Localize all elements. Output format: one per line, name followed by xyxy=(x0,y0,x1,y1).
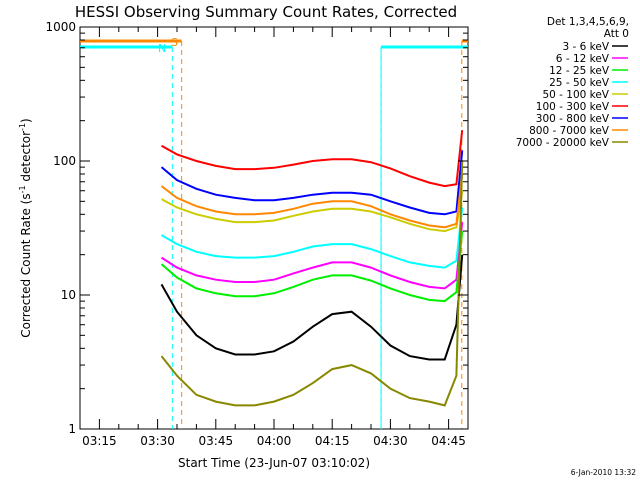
legend-label: 12 - 25 keV xyxy=(549,65,610,77)
x-tick-label: 03:45 xyxy=(199,434,234,448)
legend-label: 25 - 50 keV xyxy=(549,77,610,89)
y-tick-label: 100 xyxy=(53,154,76,168)
legend-label: 6 - 12 keV xyxy=(556,53,610,65)
series-line-6 xyxy=(161,129,464,188)
x-axis: 03:15 03:30 03:45 04:00 04:15 04:30 04:45 xyxy=(79,27,469,448)
x-tick-label: 04:45 xyxy=(431,434,466,448)
series-line-9 xyxy=(160,160,464,407)
y-tick-label: 1000 xyxy=(45,20,76,34)
legend-label: 800 - 7000 keV xyxy=(529,125,610,137)
series-line-7 xyxy=(160,150,464,216)
legend-title-line-1: Det 1,3,4,5,6,9, xyxy=(547,16,629,28)
series-line-8 xyxy=(160,173,464,229)
legend-label: 3 - 6 keV xyxy=(562,41,609,53)
x-tick-label: 03:15 xyxy=(82,434,117,448)
x-tick-label: 04:00 xyxy=(257,434,292,448)
x-tick-label: 04:15 xyxy=(315,434,350,448)
y-tick-label: 1 xyxy=(68,422,76,436)
x-tick-label: 03:30 xyxy=(140,434,175,448)
plot-frame xyxy=(79,26,469,430)
series-line-5 xyxy=(161,190,464,233)
y-axis: 1 10 100 1000 xyxy=(45,20,468,436)
orbit-flags xyxy=(80,39,468,429)
legend-title-line-2: Att 0 xyxy=(604,28,629,40)
y-tick-label: 10 xyxy=(61,288,76,302)
night-flag-label: N xyxy=(158,42,166,55)
legend-label: 50 - 100 keV xyxy=(542,89,609,101)
series-group xyxy=(160,129,464,407)
x-axis-label: Start Time (23-Jun-07 03:10:02) xyxy=(178,456,370,470)
legend-label: 7000 - 20000 keV xyxy=(516,137,610,149)
series-line-3 xyxy=(160,231,464,303)
footer-date: 6-Jan-2010 13:32 xyxy=(571,468,636,477)
y-axis-label: Corrected Count Rate (s-1 detector-1) xyxy=(18,118,33,337)
saa-flag-label: S xyxy=(171,36,178,49)
x-tick-label: 04:30 xyxy=(373,434,408,448)
legend-label: 100 - 300 keV xyxy=(536,101,610,113)
chart-title: HESSI Observing Summary Count Rates, Cor… xyxy=(75,3,457,21)
series-line-1 xyxy=(160,254,464,361)
legend-label: 300 - 800 keV xyxy=(536,113,610,125)
series-line-2 xyxy=(160,221,464,290)
series-line-4 xyxy=(160,207,464,269)
